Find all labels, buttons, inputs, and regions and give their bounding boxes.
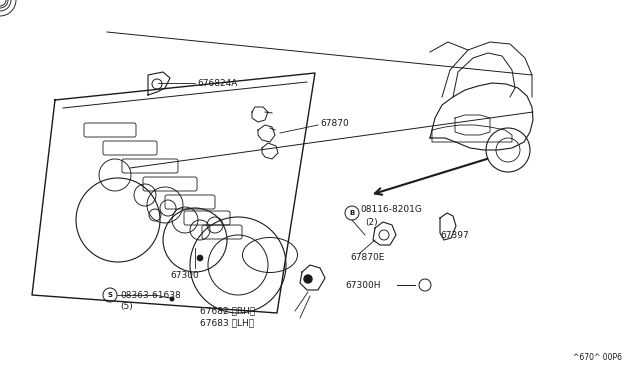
Text: (5): (5) xyxy=(120,302,132,311)
Text: 67397: 67397 xyxy=(440,231,468,240)
Text: ^670^ 00P6: ^670^ 00P6 xyxy=(573,353,622,362)
Text: 08363-61638: 08363-61638 xyxy=(120,291,180,299)
Text: 67682 〈RH〉: 67682 〈RH〉 xyxy=(200,307,255,315)
Text: B: B xyxy=(349,210,355,216)
Circle shape xyxy=(170,296,175,301)
Text: S: S xyxy=(108,292,113,298)
Text: 67870: 67870 xyxy=(320,119,349,128)
Text: 67870E: 67870E xyxy=(350,253,385,263)
Text: 08116-8201G: 08116-8201G xyxy=(360,205,422,215)
Text: 67683 〈LH〉: 67683 〈LH〉 xyxy=(200,318,254,327)
Text: 67300: 67300 xyxy=(170,270,199,279)
Text: 67300H: 67300H xyxy=(345,280,381,289)
Circle shape xyxy=(197,255,203,261)
Text: 676824A: 676824A xyxy=(197,78,237,87)
Circle shape xyxy=(304,275,312,283)
Text: (2): (2) xyxy=(365,218,378,227)
